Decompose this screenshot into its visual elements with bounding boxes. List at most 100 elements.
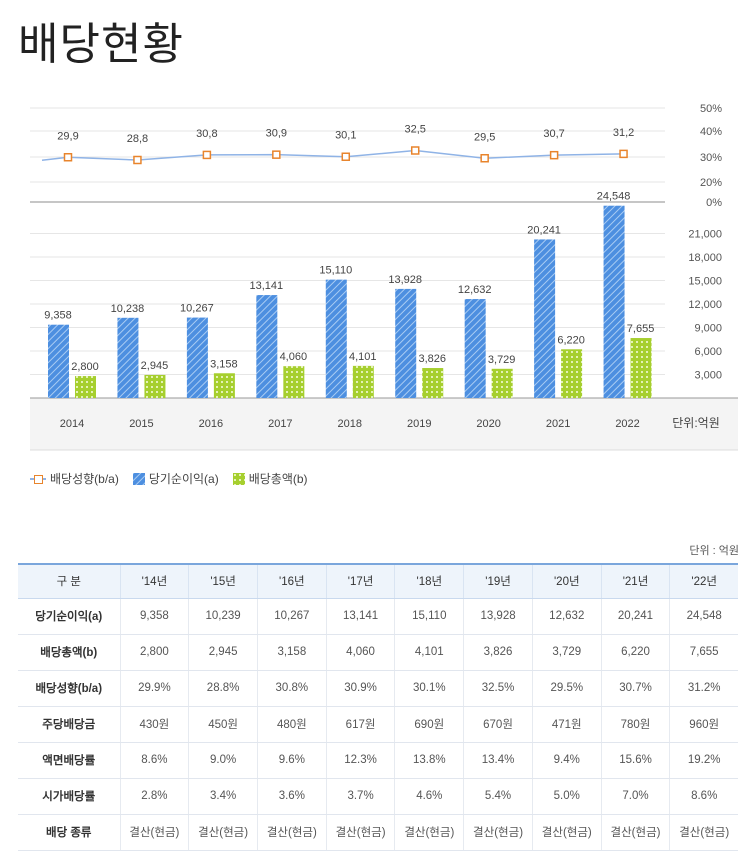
y-tick-label-right-top: 50%: [700, 103, 722, 115]
data-label-net-income: 12,632: [458, 284, 492, 296]
payout-point: [63, 153, 73, 162]
y-tick-label-right-top: 20%: [700, 177, 722, 189]
table-cell: 690원: [394, 706, 464, 743]
table-cell: 30.8%: [256, 670, 327, 707]
table-row: 배당성향(b/a) 29.9% 28.8% 30.8% 30.9% 30.1% 32.5% 2…: [18, 670, 738, 707]
table-row: 액면배당률 8.6% 9.0% 9.6% 12.3% 13.8% 13.4% 9.4% 15.6…: [18, 742, 738, 779]
table-cell: 480원: [256, 706, 327, 743]
bar-net-income: [117, 317, 139, 398]
legend-label-net-income: 당기순이익(a): [148, 472, 219, 486]
data-label-dividend-total: 7,655: [627, 323, 655, 335]
data-label-payout: 29,9: [57, 130, 78, 142]
table-row: 배당총액(b) 2,800 2,945 3,158 4,060 4,101 3,826 3,7…: [18, 634, 738, 671]
payout-point: [133, 155, 142, 165]
table-cell: 3.6%: [256, 778, 327, 815]
y-tick-label-right-top: 0%: [706, 197, 722, 209]
table-header-year: '16년: [256, 563, 327, 599]
table-cell: 5.4%: [463, 778, 533, 815]
bar-dividend-total: [630, 338, 652, 398]
dotted-square-icon: [232, 472, 245, 485]
bar-net-income: [603, 205, 625, 398]
x-tick-label: 2021: [546, 418, 570, 430]
table-cell: 13.8%: [394, 742, 464, 779]
data-label-dividend-total: 3,826: [418, 353, 446, 365]
table-cell: 3.7%: [325, 778, 395, 815]
table-cell: 20,241: [600, 598, 670, 635]
table-cell: 결산(현금): [463, 814, 533, 851]
payout-point: [619, 149, 628, 159]
payout-line: [41, 149, 624, 161]
payout-point: [480, 154, 489, 163]
data-label-payout: 30,7: [543, 128, 564, 140]
data-label-payout: 31,2: [613, 127, 634, 139]
data-label-payout: 29,5: [474, 131, 495, 143]
payout-point: [341, 152, 351, 161]
data-label-dividend-total: 6,220: [557, 334, 585, 346]
bar-dividend-total: [75, 376, 96, 398]
table-cell: 12.3%: [325, 742, 395, 779]
payout-point: [410, 146, 420, 155]
table-cell: 28.8%: [188, 670, 258, 707]
table-cell: 4,101: [394, 634, 464, 671]
y-tick-label-right: 21,000: [688, 229, 722, 241]
table-cell: 2,945: [188, 634, 258, 671]
data-label-net-income: 13,928: [388, 274, 422, 286]
table-cell: 결산(현금): [325, 814, 395, 851]
x-tick-label: 2017: [268, 418, 292, 430]
y-tick-label-right-top: 30%: [700, 152, 722, 164]
table-cell: 450원: [188, 706, 258, 743]
row-label: 배당성향(b/a): [18, 670, 120, 707]
bar-dividend-total: [144, 374, 166, 398]
table-cell: 9.6%: [256, 742, 327, 779]
table-cell: 19.2%: [669, 742, 738, 779]
y-tick-label-right: 15,000: [688, 276, 722, 288]
table-cell: 30.7%: [600, 670, 670, 707]
table-cell: 3.4%: [188, 778, 258, 815]
bar-dividend-total: [422, 368, 444, 398]
table-cell: 13,141: [325, 598, 395, 635]
legend-label-payout: 배당성향(b/a): [50, 472, 119, 486]
table-cell: 결산(현금): [188, 814, 258, 851]
dividend-table: 구 분 '14년 '15년 '16년 '17년 '18년 '19년 '20년 '21년 '22년 …: [18, 563, 738, 851]
chart-unit-label: 단위:억원: [672, 416, 720, 430]
table-cell: 670원: [463, 706, 533, 743]
table-cell: 15.6%: [600, 742, 670, 779]
data-label-payout: 28,8: [127, 133, 148, 145]
row-label: 액면배당률: [18, 742, 120, 779]
table-cell: 30.9%: [325, 670, 395, 707]
table-cell: 2,800: [119, 634, 189, 671]
table-header-year: '14년: [119, 563, 189, 599]
bar-dividend-total: [213, 373, 235, 398]
table-header-year: '20년: [531, 563, 602, 599]
table-cell: 617원: [325, 706, 395, 743]
chart-legend: 배당성향(b/a) 당기순이익(a) 배당총액(b): [30, 470, 308, 487]
legend-item-net-income: 당기순이익(a): [132, 470, 219, 487]
page-title: 배당현황: [18, 20, 184, 69]
data-label-payout: 30,1: [335, 130, 356, 142]
data-label-net-income: 9,358: [44, 310, 72, 322]
legend-label-dividend-total: 배당총액(b): [248, 472, 308, 486]
dividend-chart: 0% 20% 30% 40% 50% 3,000 6,000 9,000 12,000 15,00…: [30, 103, 738, 451]
x-tick-label: 2022: [615, 418, 639, 430]
x-tick-label: 2018: [338, 418, 362, 430]
hatched-square-icon: [132, 472, 145, 485]
table-cell: 5.0%: [531, 778, 602, 815]
table-row: 시가배당률 2.8% 3.4% 3.6% 3.7% 4.6% 5.4% 5.0% 7.0% 8.6…: [18, 778, 738, 815]
table-cell: 31.2%: [669, 670, 738, 707]
bar-net-income: [325, 279, 347, 398]
data-label-payout: 30,9: [266, 128, 287, 140]
data-label-net-income: 10,267: [180, 303, 214, 315]
legend-item-dividend-total: 배당총액(b): [232, 470, 308, 487]
table-cell: 6,220: [600, 634, 670, 671]
legend-item-payout: 배당성향(b/a): [30, 470, 119, 487]
table-row: 당기순이익(a) 9,358 10,239 10,267 13,141 15,110 13,…: [18, 598, 738, 635]
bar-net-income: [534, 239, 556, 398]
table-cell: 10,267: [256, 598, 327, 635]
table-cell: 결산(현금): [669, 814, 738, 851]
row-label: 배당총액(b): [18, 634, 120, 671]
bar-net-income: [48, 324, 69, 398]
data-label-payout: 30,8: [196, 128, 217, 140]
payout-point: [272, 150, 281, 159]
bar-dividend-total: [283, 366, 305, 398]
payout-point: [202, 150, 212, 160]
